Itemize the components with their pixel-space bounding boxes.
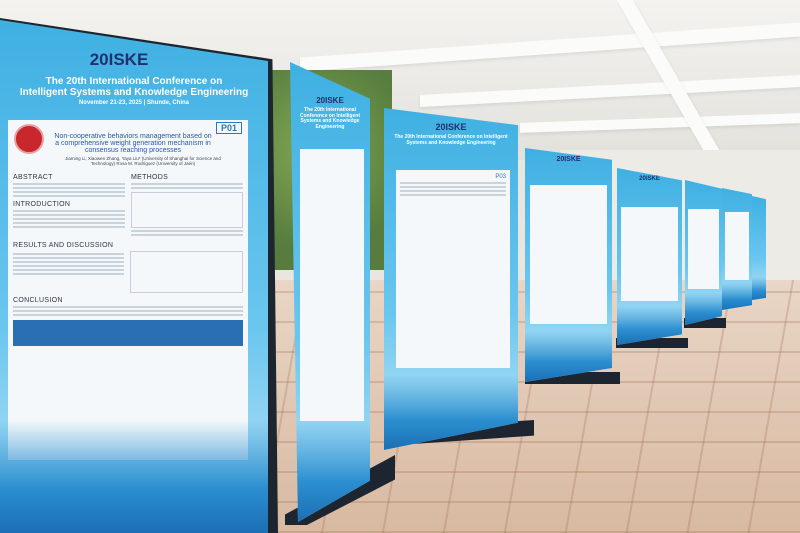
section-methods: METHODS (131, 174, 169, 181)
poster-main: 20ISKE The 20th International Conference… (0, 20, 268, 533)
stand-5 (616, 338, 688, 348)
section-conclusion: CONCLUSION (13, 297, 63, 304)
poster-id: P01 (215, 122, 242, 134)
references-box (13, 320, 243, 346)
methods-diagram (131, 192, 243, 228)
section-introduction: INTRODUCTION (13, 201, 71, 208)
poster-logo: 20ISKE (556, 156, 581, 163)
university-seal (14, 124, 44, 154)
poster-5: 20ISKE (617, 168, 682, 345)
paper-authors: Jiaming Li, Xiaowen Zhang, Yaya Liu* (Un… (65, 156, 221, 166)
poster-logo: 20ISKE (639, 176, 660, 182)
poster-4: 20ISKE (525, 148, 612, 382)
iske-logo: 20ISKE (89, 50, 149, 69)
city-skyline-graphic (0, 420, 268, 533)
conference-title-line2: Intelligent Systems and Knowledge Engine… (19, 87, 249, 98)
section-results: RESULTS AND DISCUSSION (13, 242, 114, 249)
poster-6 (685, 180, 722, 325)
conference-title-line1: The 20th International Conference on (45, 76, 223, 87)
poster-2: 20ISKE The 20th International Conference… (290, 62, 370, 522)
poster-logo: 20ISKE (435, 122, 467, 132)
poster-7 (722, 188, 752, 310)
conference-title: The 20th International Conference on Int… (299, 107, 360, 130)
section-abstract: ABSTRACT (13, 174, 53, 181)
poster-8 (752, 196, 766, 300)
poster-logo: 20ISKE (316, 96, 344, 105)
stand-6 (684, 318, 726, 328)
results-chart (130, 251, 243, 293)
paper-title: Non-cooperative behaviors management bas… (54, 133, 212, 154)
poster-id: P03 (495, 173, 506, 180)
poster-3: 20ISKE The 20th International Conference… (384, 108, 518, 450)
conference-date: November 21-23, 2025 | Shunde, China (78, 100, 190, 106)
conference-title: The 20th International Conference on Int… (394, 134, 508, 146)
